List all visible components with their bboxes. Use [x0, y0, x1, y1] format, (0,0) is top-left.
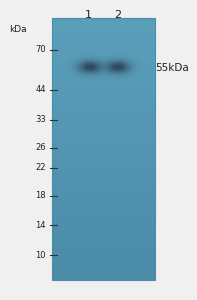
Text: 26: 26	[35, 143, 46, 152]
Text: 33: 33	[35, 116, 46, 124]
Text: 14: 14	[35, 220, 46, 230]
Bar	[52, 18, 155, 280]
Text: 1: 1	[85, 10, 91, 20]
Text: 70: 70	[35, 46, 46, 55]
Text: 44: 44	[35, 85, 46, 94]
Text: 55kDa: 55kDa	[155, 63, 189, 73]
Text: 2: 2	[114, 10, 122, 20]
Text: 10: 10	[35, 250, 46, 260]
Text: kDa: kDa	[9, 25, 27, 34]
Text: 22: 22	[35, 164, 46, 172]
Text: 18: 18	[35, 191, 46, 200]
